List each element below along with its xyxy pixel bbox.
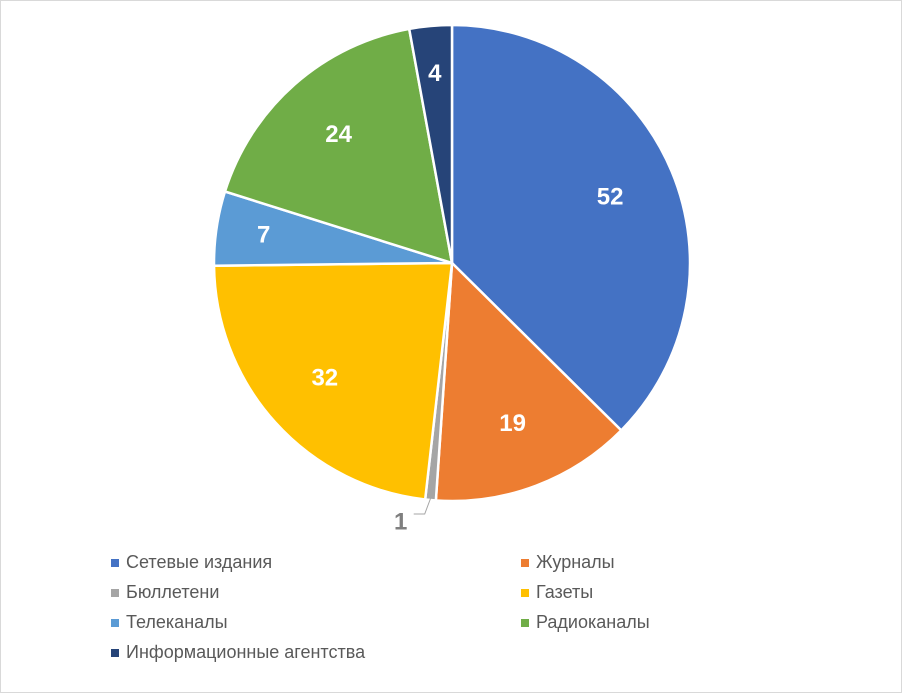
- pie-slice-4: [212, 261, 454, 501]
- legend-entry-5: Телеканалы: [111, 611, 521, 634]
- data-label-3: 1: [394, 509, 407, 536]
- data-label-4: 32: [311, 364, 338, 391]
- data-label-2: 19: [499, 410, 526, 437]
- leader-line-3: [413, 497, 432, 515]
- pie-slice-1: [450, 23, 692, 432]
- legend-swatch-6: [521, 618, 529, 627]
- data-label-7: 4: [428, 60, 442, 87]
- legend-label-7: Информационные агентства: [126, 642, 366, 662]
- pie-slice-7: [407, 23, 454, 265]
- pie-chart: 52 19 1 32 7 24 4: [212, 23, 692, 536]
- pie-slice-6: [223, 27, 454, 265]
- data-label-6: 24: [325, 121, 352, 148]
- legend-swatch-5: [111, 618, 119, 627]
- legend-swatch-2: [521, 558, 529, 567]
- legend-label-4: Газеты: [536, 582, 594, 602]
- legend-label-3: Бюллетени: [126, 582, 220, 602]
- data-label-1: 52: [597, 184, 624, 211]
- legend-entry-4: Газеты: [521, 581, 691, 604]
- data-label-5: 7: [257, 222, 270, 249]
- legend-entry-1: Сетевые издания: [111, 551, 521, 574]
- legend-label-1: Сетевые издания: [126, 552, 273, 572]
- legend-label-5: Телеканалы: [126, 612, 228, 632]
- legend-swatch-4: [521, 588, 529, 597]
- legend-entry-7: Информационные агентства: [111, 641, 521, 664]
- legend-swatch-1: [111, 558, 119, 567]
- legend-entry-2: Журналы: [521, 551, 691, 574]
- legend-label-2: Журналы: [536, 552, 615, 572]
- legend-entry-6: Радиоканалы: [521, 611, 691, 634]
- legend-swatch-7: [111, 648, 119, 657]
- legend: Сетевые издания Журналы Бюллетени Газеты Тел…: [111, 551, 691, 664]
- pie-slice-2: [434, 261, 623, 503]
- legend-label-6: Радиоканалы: [536, 612, 650, 632]
- legend-swatch-3: [111, 588, 119, 597]
- legend-entry-3: Бюллетени: [111, 581, 521, 604]
